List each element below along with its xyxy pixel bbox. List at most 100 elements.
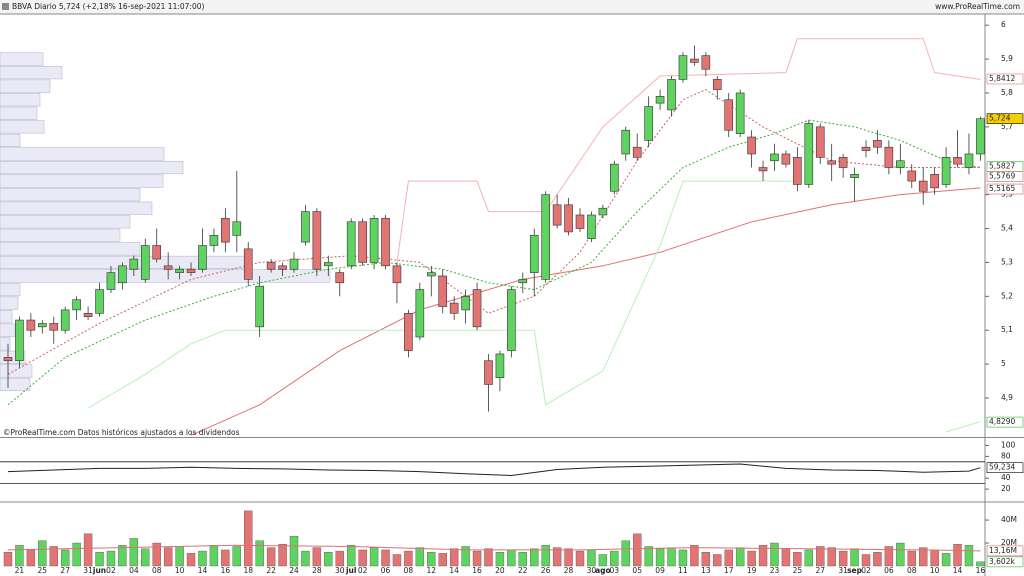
- candle-body: [667, 79, 676, 111]
- volume-profile-bar: [0, 66, 63, 80]
- candle-body: [850, 174, 859, 178]
- volume-bar: [507, 549, 516, 567]
- volume-bar: [644, 546, 653, 567]
- volume-bar: [530, 548, 539, 567]
- candle-body: [907, 170, 917, 182]
- candle-body: [712, 79, 722, 90]
- volume-bar: [449, 548, 459, 567]
- indicator-line: [945, 421, 981, 433]
- candle-body: [358, 221, 367, 263]
- candle-body: [896, 160, 905, 168]
- candle-body: [198, 245, 207, 270]
- x-tick-label: 17: [724, 566, 734, 575]
- x-tick-label: ago: [595, 566, 611, 575]
- x-tick-label: 02: [106, 566, 116, 575]
- y-tick-label: 80: [1001, 451, 1011, 460]
- candle-body: [804, 123, 814, 185]
- candle-body: [747, 136, 756, 155]
- y-tick-label: 40: [1001, 473, 1011, 482]
- candle-body: [381, 218, 390, 267]
- price-marker: [986, 545, 1024, 557]
- candle-body: [301, 211, 310, 243]
- volume-bar: [484, 548, 493, 567]
- candle-body: [232, 221, 242, 236]
- volume-bar: [518, 552, 527, 567]
- volume-bar: [163, 547, 173, 567]
- y-tick-label: 5,9: [1001, 54, 1013, 63]
- volume-bar: [564, 548, 573, 567]
- price-marker: [986, 462, 1024, 473]
- candle-body: [392, 265, 402, 284]
- candle-body: [472, 289, 482, 328]
- x-tick-label: 16: [221, 566, 231, 575]
- candle-body: [690, 58, 699, 63]
- volume-profile-bar: [0, 228, 121, 242]
- candle-body: [186, 268, 196, 273]
- indicator-line: [396, 38, 981, 263]
- volume-bar: [427, 552, 436, 567]
- volume-bar: [724, 549, 733, 567]
- x-tick-label: jul: [345, 566, 356, 575]
- candle-body: [598, 207, 608, 216]
- x-tick-label: 02: [358, 566, 368, 575]
- candle-body: [426, 272, 436, 277]
- volume-bar: [106, 550, 116, 567]
- volume-profile-bar: [0, 52, 44, 66]
- x-tick-label: 04: [129, 566, 139, 575]
- y-tick-label: 20: [1001, 484, 1011, 493]
- volume-bar: [552, 547, 562, 567]
- candle-body: [575, 214, 585, 229]
- volume-bar: [175, 546, 184, 567]
- volume-bar: [301, 550, 310, 567]
- volume-bar: [38, 540, 47, 567]
- volume-bar: [896, 542, 905, 567]
- candle-body: [793, 157, 802, 185]
- price-marker: [986, 556, 1024, 568]
- candle-body: [529, 235, 539, 273]
- indicator-line: [7, 463, 981, 477]
- volume-bar: [244, 510, 253, 567]
- volume-profile-bar: [0, 147, 165, 161]
- volume-bar: [381, 549, 390, 567]
- candle-body: [15, 319, 24, 362]
- x-tick-label: 10: [175, 566, 185, 575]
- volume-bar: [472, 550, 482, 567]
- candle-body: [873, 140, 882, 148]
- volume-bar: [861, 554, 871, 567]
- y-tick-label: 5,2: [1001, 291, 1013, 300]
- volume-bar: [26, 549, 36, 567]
- volume-bar: [690, 545, 699, 567]
- volume-profile-bar: [0, 364, 33, 378]
- volume-bar: [49, 546, 58, 567]
- y-tick-label: 5,7: [1001, 122, 1013, 131]
- candle-body: [770, 153, 779, 162]
- candle-body: [815, 126, 825, 158]
- x-tick-label: 30: [335, 566, 345, 575]
- candle-body: [884, 146, 894, 168]
- candle-body: [632, 146, 642, 158]
- volume-bar: [255, 540, 264, 567]
- candle-body: [655, 96, 665, 104]
- volume-bar: [312, 547, 322, 567]
- volume-bar: [827, 547, 836, 567]
- volume-bar: [461, 546, 470, 567]
- volume-profile-bar: [0, 106, 38, 120]
- candle-body: [678, 55, 688, 80]
- indicator-line: [87, 180, 798, 409]
- x-tick-label: 30: [587, 566, 597, 575]
- candle-body: [152, 245, 162, 260]
- candle-body: [587, 214, 596, 240]
- x-tick-label: 16: [472, 566, 482, 575]
- x-tick-label: 06: [381, 566, 391, 575]
- candle-body: [701, 55, 711, 70]
- volume-bar: [941, 553, 951, 567]
- candle-body: [335, 272, 345, 284]
- candle-body: [552, 204, 562, 226]
- candle-body: [72, 299, 81, 311]
- candle-body: [564, 204, 573, 233]
- volume-bar: [655, 548, 665, 567]
- x-tick-label: 28: [564, 566, 574, 575]
- x-tick-label: 16: [976, 566, 986, 575]
- volume-profile-bar: [0, 133, 21, 147]
- candle-body: [312, 211, 322, 270]
